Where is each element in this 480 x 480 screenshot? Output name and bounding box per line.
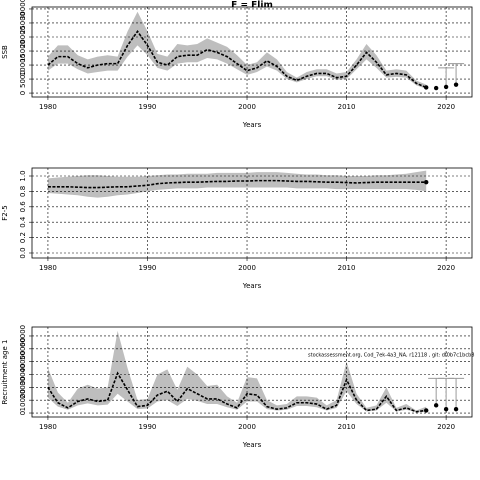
y-tick-label: 0.2 <box>19 232 27 243</box>
plot-frame <box>31 326 473 418</box>
x-tick-label: 2000 <box>238 103 256 111</box>
y-tick-label: 20000 <box>19 26 27 48</box>
projection-point <box>433 85 439 91</box>
projection-point <box>453 406 459 412</box>
y-tick-label: 0.8 <box>19 186 27 197</box>
y-axis-label: F2-5 <box>1 205 9 220</box>
projection-point <box>443 84 449 90</box>
data-line <box>47 179 427 189</box>
x-axis-label: Years <box>242 441 262 449</box>
x-tick-label: 2020 <box>437 423 455 431</box>
projection-point <box>424 408 429 413</box>
x-tick-label: 2000 <box>238 423 256 431</box>
x-tick-label: 2020 <box>437 103 455 111</box>
y-tick-label: 15000 <box>19 40 27 62</box>
projection-point <box>424 85 429 90</box>
x-axis-label: Years <box>242 282 262 290</box>
x-tick-label: 2010 <box>338 103 356 111</box>
x-axis-label: Years <box>242 121 262 129</box>
plot-frame <box>31 6 473 98</box>
data-line <box>47 371 427 413</box>
x-tick-label: 1980 <box>39 264 57 272</box>
projection-point <box>453 82 459 87</box>
x-tick-label: 1990 <box>139 264 157 272</box>
y-tick-label: 60000 <box>19 325 27 347</box>
y-tick-label: 0 <box>19 91 27 95</box>
x-tick-label: 2010 <box>338 264 356 272</box>
confidence-band <box>47 11 427 89</box>
x-tick-label: 2020 <box>437 264 455 272</box>
projection-point <box>433 403 439 408</box>
y-tick-label: 0.6 <box>19 201 27 213</box>
data-line <box>47 30 427 89</box>
x-tick-label: 2000 <box>238 264 256 272</box>
y-tick-label: 40000 <box>19 351 27 373</box>
chart-title: F = Flim <box>231 1 273 11</box>
y-tick-label: 25000 <box>19 12 27 34</box>
y-tick-label: 30000 <box>19 363 27 385</box>
x-tick-label: 1980 <box>39 423 57 431</box>
y-tick-label: 30000 <box>19 0 27 20</box>
x-tick-label: 1990 <box>139 423 157 431</box>
x-tick-label: 2010 <box>338 423 356 431</box>
y-tick-label: 1.0 <box>19 170 27 181</box>
y-tick-label: 50000 <box>19 338 27 360</box>
projection-point <box>443 406 449 412</box>
confidence-band <box>47 330 427 413</box>
y-tick-label: 5000 <box>19 70 27 88</box>
y-tick-label: 0 <box>19 411 27 415</box>
y-tick-label: 0.0 <box>19 247 27 258</box>
y-axis-label: Recruitment age 1 <box>1 340 9 405</box>
confidence-band <box>47 170 427 198</box>
y-axis-label: SSB <box>1 45 9 59</box>
x-tick-label: 1990 <box>139 103 157 111</box>
y-tick-label: 10000 <box>19 54 27 76</box>
y-tick-label: 20000 <box>19 376 27 398</box>
plot-frame <box>31 167 473 259</box>
projection-point <box>424 179 429 185</box>
annotation: stockassessment.org, Cod_7ek-4a3_NA, r12… <box>308 353 474 359</box>
y-tick-label: 10000 <box>19 389 27 411</box>
x-tick-label: 1980 <box>39 103 57 111</box>
y-tick-label: 0.4 <box>19 216 27 228</box>
